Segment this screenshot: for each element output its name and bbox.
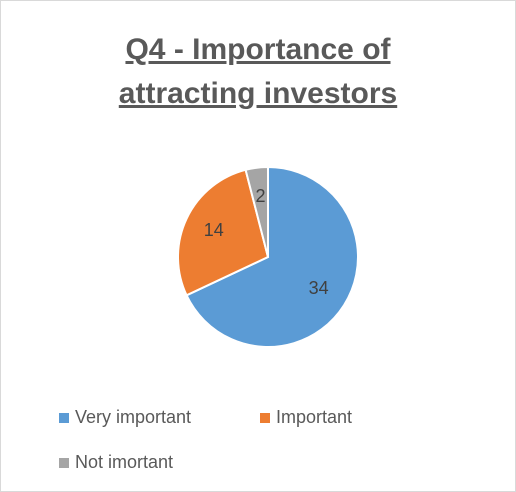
data-label: 2 [255, 186, 265, 206]
legend-label: Important [276, 407, 352, 427]
legend-swatch [260, 413, 270, 423]
pie-slice [244, 165, 269, 258]
legend-swatch [59, 458, 69, 468]
legend-label: Not imortant [75, 452, 173, 472]
legend-swatch [59, 413, 69, 423]
data-label: 14 [204, 220, 224, 240]
chart-title: Q4 - Importance of attracting investors [118, 33, 398, 110]
pie-slice [185, 165, 359, 348]
legend-label: Very important [75, 407, 191, 427]
data-label: 34 [309, 278, 329, 298]
pie-slice [177, 168, 270, 297]
